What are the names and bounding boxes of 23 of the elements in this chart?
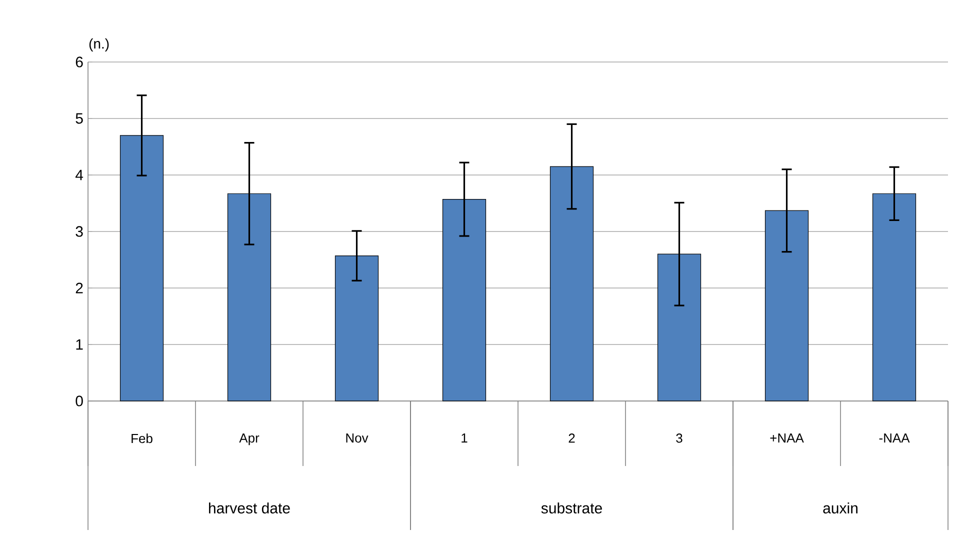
y-axis-title: (n.) bbox=[89, 38, 109, 52]
x-tick-label: 2 bbox=[568, 434, 575, 443]
bar bbox=[227, 193, 272, 402]
x-tick-label: -NAA bbox=[879, 434, 910, 442]
x-tick-label: +NAA bbox=[770, 434, 804, 442]
y-tick-label: 5 bbox=[76, 113, 83, 124]
y-tick-label: 2 bbox=[76, 282, 83, 294]
y-tick-label: 1 bbox=[76, 339, 83, 350]
y-tick-label: 3 bbox=[76, 226, 83, 237]
text: harvest date bbox=[209, 502, 290, 514]
bar bbox=[657, 254, 702, 402]
text: substrate bbox=[541, 502, 602, 514]
bar bbox=[872, 193, 916, 402]
x-tick-label: Apr bbox=[239, 434, 260, 446]
x-tick-label: 3 bbox=[676, 434, 682, 443]
y-tick-label: 0 bbox=[76, 396, 83, 406]
x-tick-label: Nov bbox=[346, 434, 368, 443]
x-tick-label: 1 bbox=[462, 434, 468, 442]
y-tick-label: 6 bbox=[76, 56, 83, 68]
bar bbox=[764, 210, 809, 402]
y-tick-label: 4 bbox=[75, 170, 84, 180]
x-tick-label: Feb bbox=[132, 434, 152, 444]
text: auxin bbox=[823, 502, 858, 514]
